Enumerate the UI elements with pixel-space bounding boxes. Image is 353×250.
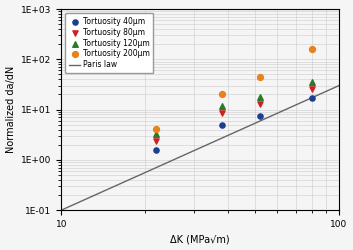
Paris law xyxy=(112,185,116,188)
X-axis label: ΔK (MPa√m): ΔK (MPa√m) xyxy=(170,234,230,244)
Tortuosity 40μm xyxy=(257,114,263,118)
Tortuosity 200μm xyxy=(309,47,315,51)
Tortuosity 80μm xyxy=(219,111,225,115)
Tortuosity 120μm xyxy=(154,132,159,136)
Tortuosity 120μm xyxy=(219,104,225,108)
Tortuosity 200μm xyxy=(219,92,225,96)
Paris law xyxy=(314,94,318,97)
Paris law xyxy=(124,180,128,183)
Legend: Tortuosity 40μm, Tortuosity 80μm, Tortuosity 120μm, Tortuosity 200μm, Paris law: Tortuosity 40μm, Tortuosity 80μm, Tortuo… xyxy=(65,13,153,73)
Tortuosity 80μm xyxy=(154,139,159,143)
Paris law xyxy=(225,134,229,138)
Tortuosity 200μm xyxy=(257,75,263,79)
Tortuosity 80μm xyxy=(257,102,263,106)
Tortuosity 120μm xyxy=(257,95,263,99)
Tortuosity 40μm xyxy=(154,148,159,152)
Tortuosity 200μm xyxy=(154,126,159,130)
Tortuosity 80μm xyxy=(309,87,315,91)
Tortuosity 40μm xyxy=(219,123,225,127)
Y-axis label: Normalized da/dN: Normalized da/dN xyxy=(6,66,16,153)
Line: Paris law: Paris law xyxy=(61,86,339,210)
Paris law xyxy=(59,209,63,212)
Paris law xyxy=(323,90,327,94)
Tortuosity 120μm xyxy=(309,80,315,84)
Tortuosity 40μm xyxy=(309,96,315,100)
Paris law xyxy=(337,84,341,87)
Paris law xyxy=(202,144,207,148)
